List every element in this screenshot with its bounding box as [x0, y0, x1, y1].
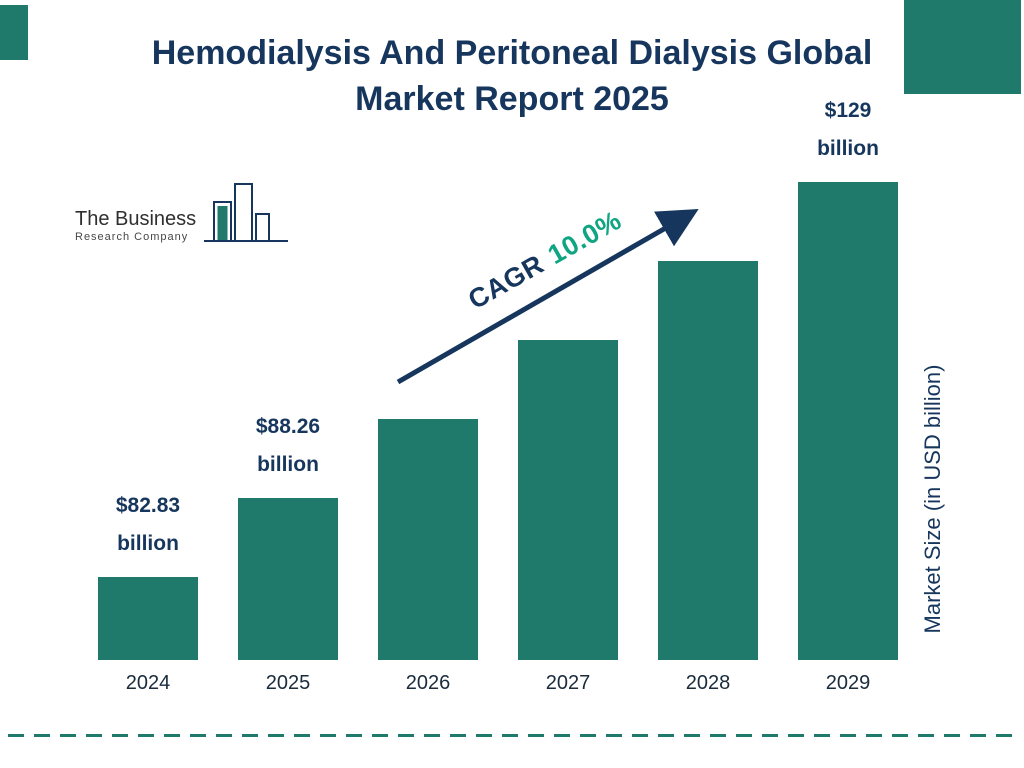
y-axis-label: Market Size (in USD billion) — [920, 364, 945, 634]
bar-2029 — [798, 182, 898, 660]
value-label-2025: $88.26 billion — [255, 415, 321, 476]
logo-bar-chart-icon — [204, 183, 289, 242]
x-tick-label-2024: 2024 — [125, 672, 171, 694]
page-title-line2: Market Report 2025 — [355, 80, 669, 118]
bar-chart: 2024 $82.83 billion 2025 $88.26 billion 2026 20… — [90, 99, 935, 694]
company-logo: The Business Research Company — [75, 178, 290, 244]
company-logo-subname: Research Company — [75, 231, 189, 243]
corner-decoration-top-right — [904, 0, 1021, 94]
page-title-line1: Hemodialysis And Peritoneal Dialysis Glo… — [151, 34, 873, 72]
bar-2028 — [658, 261, 758, 660]
growth-arrow-icon — [396, 209, 699, 385]
value-label-2024: $82.83 billion — [115, 494, 181, 555]
value-label-2029: $129 billion — [817, 99, 879, 160]
x-tick-label-2025: 2025 — [265, 672, 311, 694]
page-title: Hemodialysis And Peritoneal Dialysis Glo… — [0, 30, 1024, 122]
company-logo-name: The Business — [75, 208, 197, 230]
company-logo-text: The Business Research Company — [75, 208, 196, 244]
x-tick-label-2027: 2027 — [545, 672, 591, 694]
bottom-dashed-divider — [8, 734, 1016, 737]
bar-2027 — [518, 340, 618, 660]
x-tick-label-2026: 2026 — [405, 672, 451, 694]
bar-2025 — [238, 498, 338, 660]
x-tick-label-2029: 2029 — [825, 672, 871, 694]
bar-2026 — [378, 419, 478, 660]
corner-decoration-top-left — [0, 5, 28, 60]
x-tick-label-2028: 2028 — [685, 672, 731, 694]
bar-2024 — [98, 577, 198, 660]
